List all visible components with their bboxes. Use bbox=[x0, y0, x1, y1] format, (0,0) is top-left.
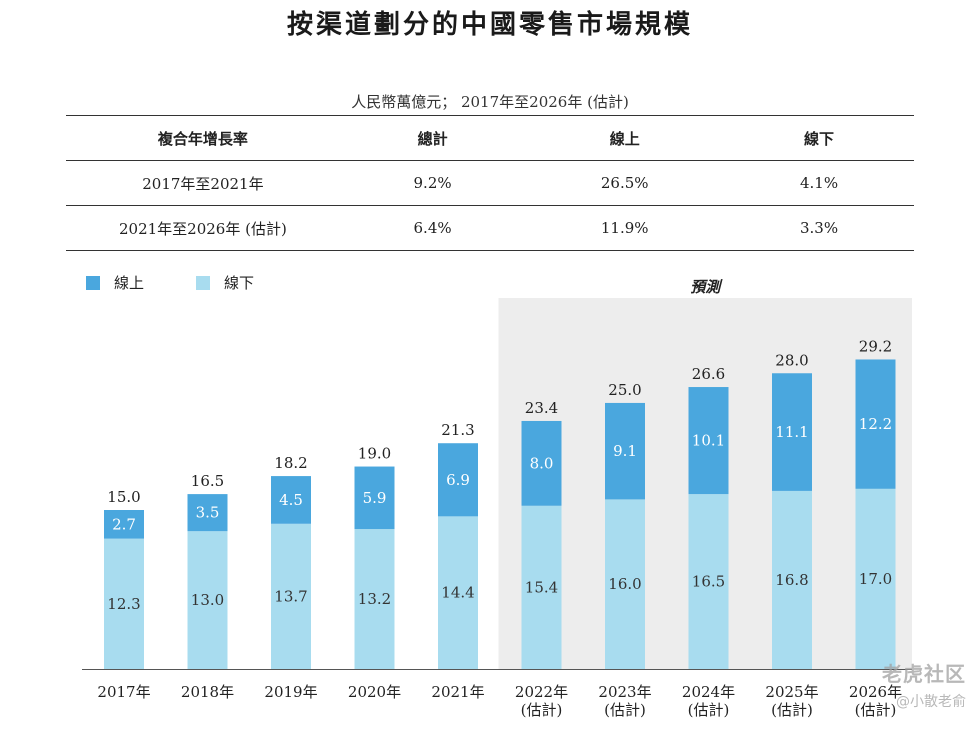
cagr-cell: 3.3% bbox=[799, 219, 839, 237]
x-tick-label: 2017年 bbox=[97, 683, 150, 701]
data-label-online: 5.9 bbox=[363, 489, 387, 507]
data-label-online: 4.5 bbox=[279, 491, 303, 509]
data-label-online: 9.1 bbox=[613, 442, 637, 460]
cagr-header-row: 複合年增長率 總計 線上 線下 bbox=[66, 115, 914, 161]
legend-swatch-offline bbox=[196, 275, 210, 290]
data-label-offline: 13.0 bbox=[191, 591, 224, 609]
x-tick-label: (估計) bbox=[855, 701, 897, 719]
x-tick-label: (估計) bbox=[771, 701, 813, 719]
legend-item-online: 線上 bbox=[86, 272, 144, 293]
unit-note: 人民幣萬億元； 2017年至2026年 (估計) bbox=[351, 93, 629, 111]
legend-swatch-online bbox=[86, 275, 100, 290]
cagr-cell: 26.5% bbox=[600, 174, 649, 192]
cagr-period: 2017年至2021年 bbox=[142, 174, 264, 193]
bar-offline bbox=[438, 516, 478, 669]
x-tick-label: (估計) bbox=[604, 701, 646, 719]
data-label-total: 25.0 bbox=[608, 381, 641, 399]
table-row: 2017年至2021年 9.2% 26.5% 4.1% bbox=[66, 161, 914, 206]
data-label-total: 15.0 bbox=[107, 488, 140, 506]
cagr-cell: 6.4% bbox=[413, 219, 452, 237]
x-tick-label: 2018年 bbox=[181, 683, 234, 701]
forecast-label: 預測 bbox=[690, 278, 723, 296]
bar-online bbox=[438, 443, 478, 517]
cagr-cell: 11.9% bbox=[600, 219, 649, 237]
data-label-online: 2.7 bbox=[112, 515, 136, 533]
bar-offline bbox=[354, 529, 395, 669]
cagr-cell: 9.2% bbox=[413, 174, 452, 192]
cagr-cell: 4.1% bbox=[799, 174, 839, 192]
data-label-online: 6.9 bbox=[446, 471, 470, 489]
data-label-offline: 13.7 bbox=[274, 587, 307, 605]
bar-offline bbox=[855, 488, 896, 669]
bar-online bbox=[354, 466, 395, 530]
bar-online bbox=[271, 476, 311, 524]
bar-offline bbox=[271, 523, 311, 669]
data-label-total: 29.2 bbox=[859, 337, 892, 355]
cagr-header: 線下 bbox=[804, 129, 835, 148]
cagr-period: 2021年至2026年 (估計) bbox=[119, 219, 287, 238]
x-tick-label: 2020年 bbox=[348, 683, 401, 701]
legend-item-offline: 線下 bbox=[196, 272, 254, 293]
data-label-total: 18.2 bbox=[274, 454, 307, 472]
legend-label-offline: 線下 bbox=[224, 274, 255, 292]
x-tick-label: (估計) bbox=[521, 701, 563, 719]
x-tick-label: 2022年 bbox=[515, 683, 568, 701]
cagr-header: 總計 bbox=[417, 129, 448, 148]
bar-offline bbox=[187, 531, 228, 669]
data-label-offline: 17.0 bbox=[859, 570, 892, 588]
data-label-total: 23.4 bbox=[525, 399, 558, 417]
data-label-offline: 15.4 bbox=[525, 578, 558, 596]
x-tick-label: (估計) bbox=[688, 701, 730, 719]
watermark: 老虎社区 @小散老俞 bbox=[882, 658, 966, 711]
data-label-online: 10.1 bbox=[692, 432, 725, 450]
bar-offline bbox=[772, 490, 812, 669]
bar-offline bbox=[521, 505, 562, 669]
data-label-online: 3.5 bbox=[196, 504, 220, 522]
bar-online bbox=[187, 494, 228, 532]
watermark-brand: 老虎社区 bbox=[882, 662, 966, 686]
x-tick-label: 2019年 bbox=[264, 683, 317, 701]
bar-online bbox=[688, 387, 729, 495]
data-label-total: 19.0 bbox=[358, 445, 391, 463]
data-label-online: 12.2 bbox=[859, 415, 892, 433]
bar-offline bbox=[688, 494, 729, 669]
bar-online bbox=[855, 359, 896, 489]
data-label-offline: 16.5 bbox=[692, 573, 725, 591]
data-label-total: 26.6 bbox=[692, 365, 725, 383]
data-label-total: 21.3 bbox=[441, 421, 474, 439]
x-tick-label: 2024年 bbox=[682, 683, 735, 701]
bar-online bbox=[772, 373, 812, 491]
bar-offline bbox=[104, 538, 144, 669]
bar-offline bbox=[605, 499, 645, 669]
bar-online bbox=[605, 402, 645, 500]
data-label-offline: 13.2 bbox=[358, 590, 391, 608]
cagr-table: 複合年增長率 總計 線上 線下 2017年至2021年 9.2% 26.5% 4… bbox=[66, 115, 914, 251]
table-row: 2021年至2026年 (估計) 6.4% 11.9% 3.3% bbox=[66, 206, 914, 251]
data-label-total: 28.0 bbox=[775, 351, 808, 369]
bar-online bbox=[521, 420, 562, 506]
x-tick-label: 2021年 bbox=[431, 683, 484, 701]
bar-online bbox=[104, 510, 144, 539]
data-label-offline: 14.4 bbox=[441, 584, 474, 602]
x-tick-label: 2025年 bbox=[765, 683, 818, 701]
data-label-total: 16.5 bbox=[191, 472, 224, 490]
legend-label-online: 線上 bbox=[114, 274, 145, 292]
cagr-header: 複合年增長率 bbox=[157, 129, 248, 148]
watermark-user: @小散老俞 bbox=[896, 694, 966, 710]
x-tick-label: 2023年 bbox=[598, 683, 651, 701]
chart-title: 按渠道劃分的中國零售市場規模 bbox=[286, 10, 693, 40]
cagr-header: 線上 bbox=[609, 129, 640, 148]
data-label-offline: 16.8 bbox=[775, 571, 808, 589]
data-label-offline: 16.0 bbox=[608, 575, 641, 593]
data-label-online: 11.1 bbox=[775, 423, 808, 441]
data-label-offline: 12.3 bbox=[107, 595, 140, 613]
data-label-online: 8.0 bbox=[530, 454, 554, 472]
x-tick-label: 2026年 bbox=[849, 683, 902, 701]
